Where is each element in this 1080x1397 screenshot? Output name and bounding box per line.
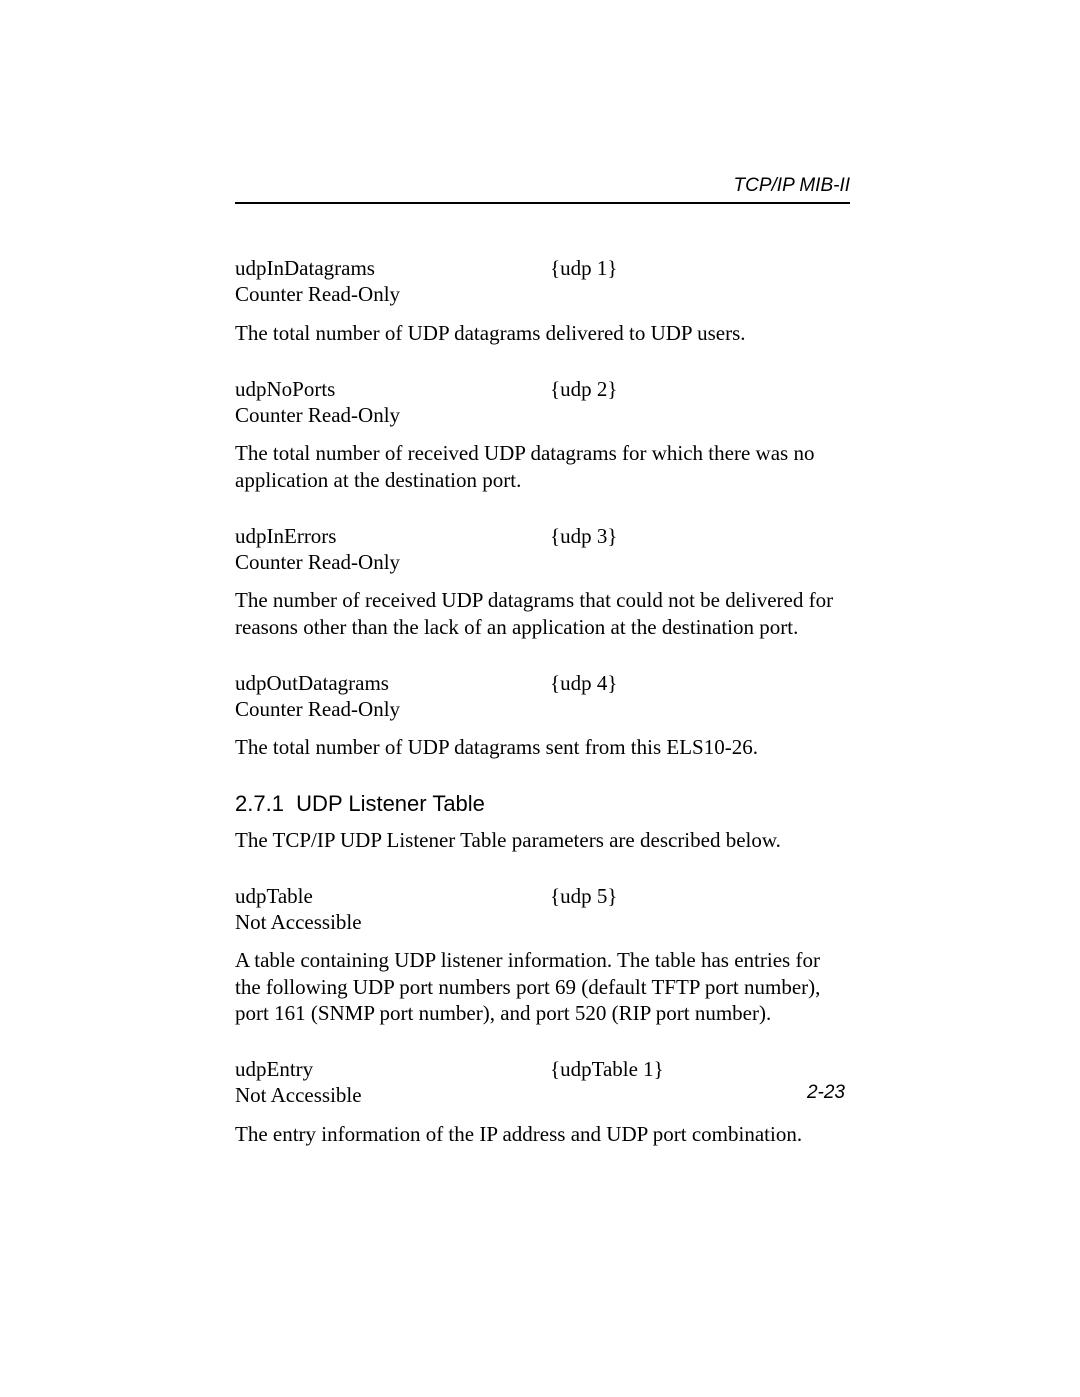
entry-name: udpInErrors: [235, 523, 550, 549]
entry-access: Not Accessible: [235, 1082, 850, 1108]
entry-oid: {udp 1}: [550, 255, 850, 281]
entry-name: udpEntry: [235, 1056, 550, 1082]
entry-description: The total number of UDP datagrams sent f…: [235, 734, 850, 760]
section-heading: 2.7.1 UDP Listener Table: [235, 791, 850, 817]
mib-entry: udpNoPorts {udp 2} Counter Read-Only The…: [235, 376, 850, 493]
mib-entry: udpInErrors {udp 3} Counter Read-Only Th…: [235, 523, 850, 640]
entry-description: A table containing UDP listener informat…: [235, 947, 850, 1026]
mib-entry: udpOutDatagrams {udp 4} Counter Read-Onl…: [235, 670, 850, 761]
entry-access: Counter Read-Only: [235, 549, 850, 575]
entry-name: udpTable: [235, 883, 550, 909]
mib-entry: udpEntry {udpTable 1} Not Accessible The…: [235, 1056, 850, 1147]
entry-name: udpOutDatagrams: [235, 670, 550, 696]
entry-oid: {udp 4}: [550, 670, 850, 696]
entry-access: Not Accessible: [235, 909, 850, 935]
section-number: 2.7.1: [235, 791, 284, 816]
section-intro: The TCP/IP UDP Listener Table parameters…: [235, 827, 850, 853]
entry-description: The total number of UDP datagrams delive…: [235, 320, 850, 346]
entry-access: Counter Read-Only: [235, 696, 850, 722]
entry-name: udpNoPorts: [235, 376, 550, 402]
entry-name: udpInDatagrams: [235, 255, 550, 281]
entry-oid: {udp 5}: [550, 883, 850, 909]
page-number: 2-23: [807, 1082, 845, 1104]
entry-oid: {udp 2}: [550, 376, 850, 402]
page-content: TCP/IP MIB-II udpInDatagrams {udp 1} Cou…: [235, 175, 850, 1177]
running-header: TCP/IP MIB-II: [235, 175, 850, 205]
entry-description: The entry information of the IP address …: [235, 1121, 850, 1147]
entry-oid: {udp 3}: [550, 523, 850, 549]
section-title: UDP Listener Table: [296, 791, 485, 816]
mib-entry: udpTable {udp 5} Not Accessible A table …: [235, 883, 850, 1026]
entry-access: Counter Read-Only: [235, 402, 850, 428]
entry-oid: {udpTable 1}: [550, 1056, 850, 1082]
entry-access: Counter Read-Only: [235, 281, 850, 307]
entry-description: The number of received UDP datagrams tha…: [235, 587, 850, 640]
entry-description: The total number of received UDP datagra…: [235, 440, 850, 493]
mib-entry: udpInDatagrams {udp 1} Counter Read-Only…: [235, 255, 850, 346]
